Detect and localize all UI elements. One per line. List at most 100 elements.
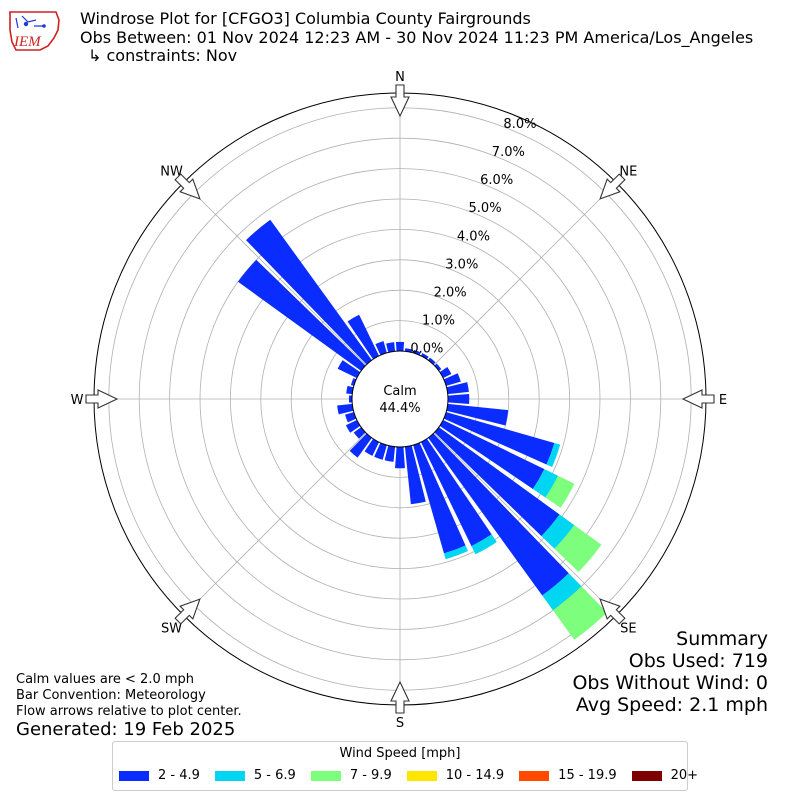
legend-swatch	[631, 770, 662, 781]
grid-spoke	[183, 182, 367, 366]
calm-note: Calm values are < 2.0 mph	[16, 672, 195, 687]
legend: Wind Speed [mph] 2 - 4.9 5 - 6.9 7 - 9.9 10…	[112, 741, 698, 791]
logo-text: IEM	[13, 34, 42, 50]
wind-bar-120-bin-1	[532, 469, 559, 498]
wind-bar-290-bin-0	[350, 378, 357, 386]
wind-bar-40-bin-0	[428, 357, 436, 365]
wind-bar-110-bin-0	[443, 412, 555, 465]
grid-spoke	[433, 182, 617, 366]
ring-label: 2.0%	[434, 285, 467, 300]
legend-swatch	[214, 770, 245, 781]
compass-label-NE: NE	[619, 165, 637, 180]
wind-bar-140-bin-2	[552, 586, 607, 640]
compass-label-N: N	[395, 70, 405, 85]
wind-bar-90-bin-0	[447, 394, 470, 404]
wind-bar-70-bin-0	[443, 373, 461, 386]
flow-arrow-W	[85, 389, 119, 409]
flow-arrow-E	[681, 389, 715, 409]
polar-labels: Calm 44.4% 0.0% 1.0% 2.0% 3.0% 4.0% 5.0% 6.0% 7.0…	[71, 70, 728, 731]
wind-bar-170-bin-0	[404, 445, 426, 505]
wind-bar-220-bin-0	[349, 433, 372, 458]
wind-bar-280-bin-0	[346, 385, 354, 395]
grid-spoke	[183, 432, 367, 616]
summary-obs-used: Obs Used: 719	[628, 650, 768, 672]
wind-bar-30-bin-0	[420, 353, 429, 360]
legend-item-5: 20+	[631, 768, 699, 783]
wind-bar-230-bin-0	[353, 427, 366, 439]
wind-bar-110-bin-1	[546, 442, 561, 468]
compass-label-S: S	[396, 716, 404, 731]
wind-bar-130-bin-1	[541, 514, 575, 549]
chart-title: Windrose Plot for [CFGO3] Columbia Count…	[80, 9, 531, 28]
legend-swatch	[119, 770, 149, 781]
calm-label: Calm	[383, 384, 416, 399]
legend-item-2: 7 - 9.9	[310, 768, 392, 783]
ring-label: 5.0%	[469, 201, 502, 216]
wind-bar-140-bin-1	[542, 573, 582, 611]
wind-bar-200-bin-0	[374, 442, 387, 460]
wind-bar-180-bin-0	[395, 446, 405, 469]
legend-title: Wind Speed [mph]	[339, 746, 461, 761]
flow-arrow-N	[390, 84, 410, 118]
flow-arrow-NW	[174, 173, 201, 200]
ring-label: 3.0%	[445, 257, 478, 272]
summary-box: Summary Obs Used: 719 Obs Without Wind: …	[572, 628, 768, 716]
wind-bars	[237, 219, 607, 640]
wind-bar-270-bin-0	[348, 395, 353, 403]
wind-bar-330-bin-0	[347, 314, 380, 360]
legend-label: 5 - 6.9	[253, 768, 296, 783]
flow-arrows-note: Flow arrows relative to plot center.	[16, 704, 242, 719]
compass-label-W: W	[71, 393, 84, 408]
wind-bar-130-bin-0	[434, 427, 560, 537]
wind-bar-320-bin-0	[246, 219, 372, 365]
wind-bar-140-bin-0	[428, 433, 569, 596]
wind-bar-20-bin-0	[413, 349, 421, 356]
wind-bar-300-bin-0	[337, 360, 361, 379]
wind-bar-120-bin-2	[545, 475, 575, 508]
bar-convention-note: Bar Convention: Meteorology	[16, 688, 206, 703]
wind-bar-100-bin-0	[446, 403, 509, 426]
ring-label: 4.0%	[457, 229, 490, 244]
summary-obs-without-wind: Obs Without Wind: 0	[572, 672, 768, 694]
ring-label: 8.0%	[503, 117, 536, 132]
compass-label-E: E	[719, 393, 727, 408]
flow-arrow-NE	[599, 173, 626, 200]
legend-label: 10 - 14.9	[445, 768, 505, 783]
ring-label: 6.0%	[480, 173, 513, 188]
calm-circle	[351, 350, 449, 448]
legend-item-4: 15 - 19.9	[519, 768, 617, 783]
generated-date: Generated: 19 Feb 2025	[16, 719, 236, 740]
wind-bar-50-bin-0	[434, 363, 442, 371]
wind-bar-160-bin-0	[413, 442, 466, 554]
wind-bar-80-bin-0	[446, 382, 469, 395]
date-range: Obs Between: 01 Nov 2024 12:23 AM - 30 N…	[80, 28, 754, 47]
legend-label: 7 - 9.9	[349, 768, 392, 783]
flow-arrow-SE	[599, 598, 626, 625]
legend-label: 15 - 19.9	[558, 768, 617, 783]
compass-label-SW: SW	[161, 621, 182, 636]
wind-bar-260-bin-0	[337, 403, 354, 415]
grid-spoke	[433, 432, 617, 616]
wind-bar-150-bin-0	[420, 438, 492, 547]
ring-label: 1.0%	[422, 314, 455, 329]
legend-swatch	[310, 770, 341, 781]
wind-bar-190-bin-0	[384, 445, 396, 462]
legend-label: 2 - 4.9	[158, 768, 200, 783]
ring-label: 7.0%	[492, 145, 525, 160]
constraints: ↳ constraints: Nov	[88, 46, 238, 65]
flow-arrow-SW	[174, 598, 201, 625]
wind-bar-0-bin-0	[395, 341, 405, 352]
legend-swatch	[406, 770, 437, 781]
summary-title: Summary	[676, 628, 768, 650]
wind-bar-150-bin-1	[471, 534, 497, 555]
compass-label-NW: NW	[160, 165, 183, 180]
legend-label: 20+	[670, 768, 699, 783]
flow-arrow-S	[390, 680, 410, 714]
wind-bar-160-bin-1	[443, 545, 469, 560]
legend-item-0: 2 - 4.9	[119, 768, 200, 783]
calm-value: 44.4%	[379, 401, 420, 416]
compass-label-SE: SE	[620, 621, 636, 636]
ring-label: 0.0%	[410, 342, 443, 357]
wind-bar-350-bin-0	[386, 342, 396, 353]
